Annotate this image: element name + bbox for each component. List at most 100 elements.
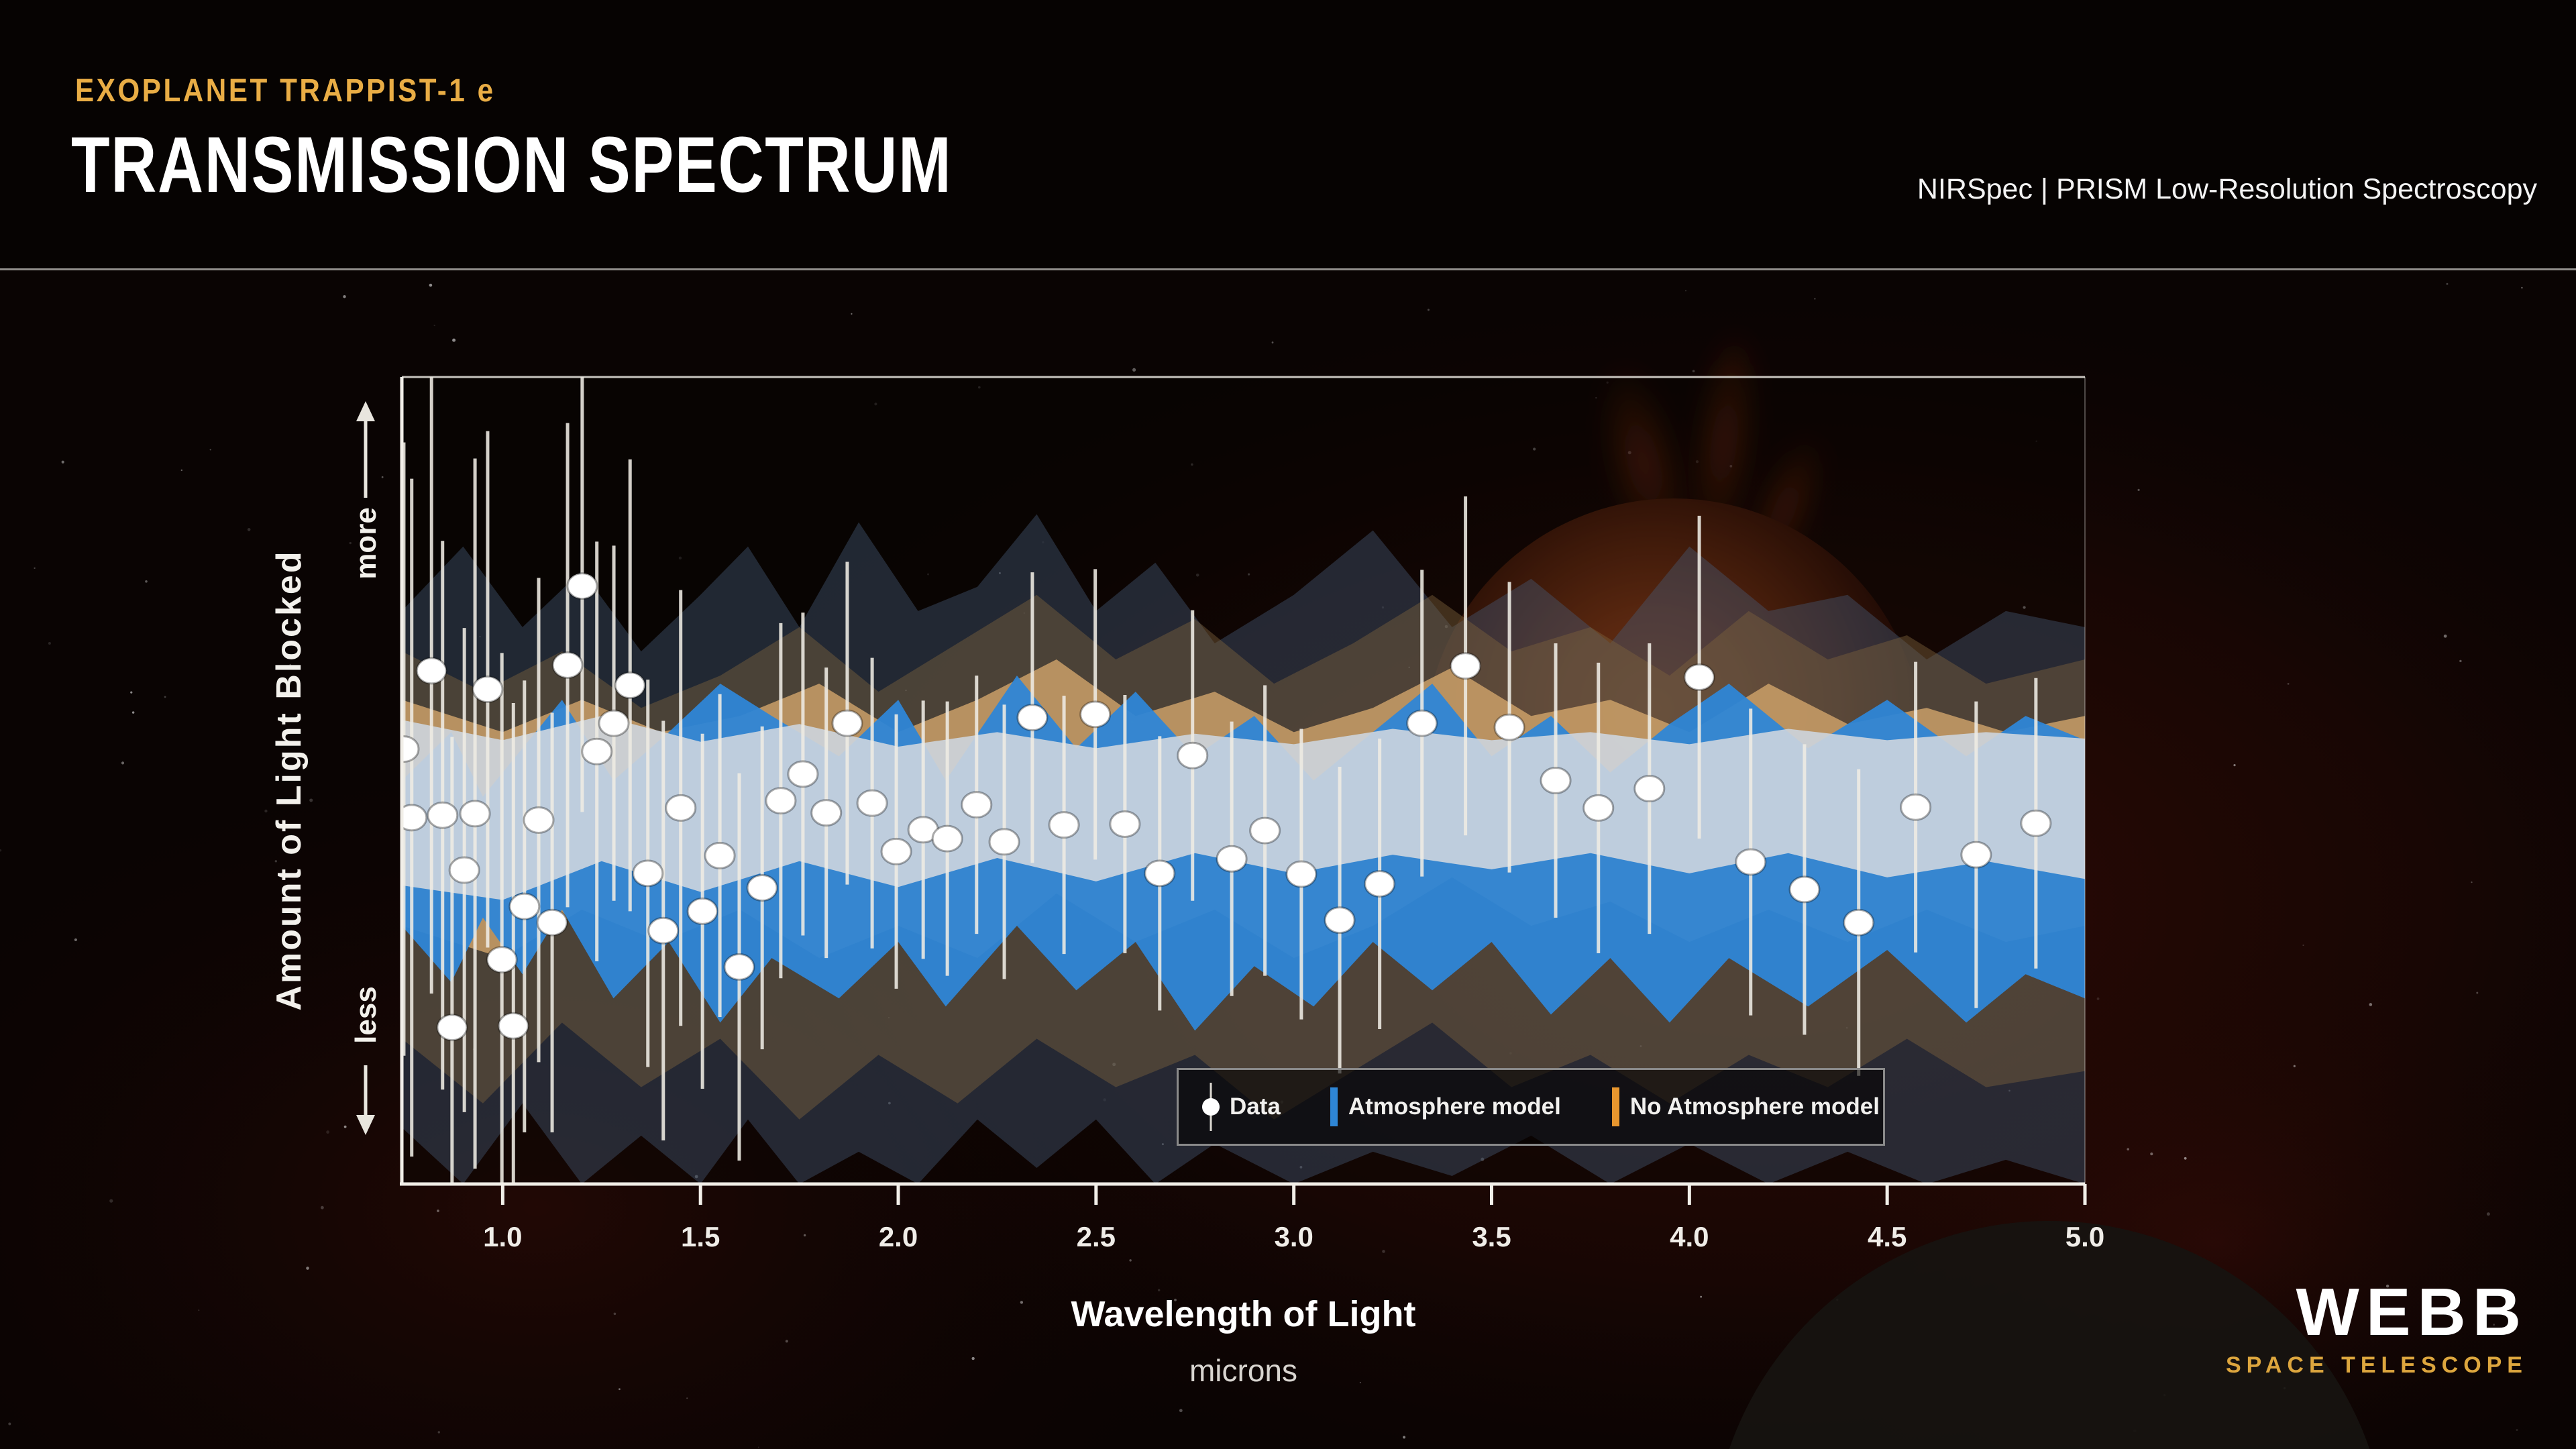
- data-point: [1048, 811, 1080, 839]
- star-dot: [1023, 612, 1025, 614]
- x-axis-ticks: 1.0 1.5 2.0 2.5 3.0 3.5 4.0 4.5 5.0: [483, 1184, 2104, 1252]
- y-axis-annotation: Amount of Light Blocked more less: [270, 401, 382, 1135]
- y-axis-title: Amount of Light Blocked: [270, 549, 309, 1010]
- star-dot: [2096, 997, 2100, 1000]
- star-dot: [2127, 1148, 2130, 1150]
- page-title: TRANSMISSION SPECTRUM: [71, 121, 953, 209]
- data-point: [831, 709, 863, 737]
- x-tick-label: 3.5: [1472, 1221, 1511, 1252]
- star-dot: [1444, 625, 1448, 629]
- data-point: [1324, 906, 1356, 934]
- star-dot: [971, 1356, 975, 1360]
- data-point: [427, 801, 459, 829]
- data-point: [1144, 859, 1176, 888]
- x-tick-label: 5.0: [2065, 1221, 2104, 1252]
- x-axis-title: Wavelength of Light: [1071, 1294, 1416, 1334]
- star-dot: [874, 402, 877, 406]
- x-axis-unit: microns: [1189, 1353, 1298, 1388]
- star-dot: [1132, 368, 1136, 372]
- header-divider: [0, 268, 2576, 270]
- star-dot: [1299, 1165, 1303, 1169]
- data-point: [523, 806, 555, 834]
- data-point: [1960, 841, 1992, 869]
- star-dot: [343, 1125, 347, 1128]
- star-dot: [613, 1312, 616, 1316]
- star-dot: [2446, 282, 2449, 285]
- star-dot: [1845, 1026, 1848, 1029]
- data-point: [402, 804, 428, 832]
- data-point: [1109, 810, 1141, 838]
- data-point: [1079, 700, 1112, 729]
- star-dot: [2035, 440, 2038, 443]
- x-tick-label: 4.0: [1670, 1221, 1709, 1252]
- data-point: [486, 946, 518, 974]
- data-point: [415, 657, 447, 685]
- star-dot: [34, 567, 36, 570]
- data-point: [614, 672, 646, 700]
- star-dot: [978, 386, 981, 389]
- star-dot: [2293, 1065, 2296, 1067]
- star-dot: [247, 528, 251, 531]
- star-dot: [309, 798, 313, 802]
- webb-logo: WEBB SPACE TELESCOPE: [2226, 1279, 2528, 1379]
- star-dot: [437, 1210, 439, 1212]
- data-point: [1633, 775, 1666, 803]
- x-tick-label: 4.5: [1868, 1221, 1907, 1252]
- star-dot: [8, 1422, 11, 1426]
- star-dot: [2184, 1157, 2187, 1160]
- data-point: [647, 916, 680, 945]
- data-points: [402, 377, 2052, 1184]
- more-arrow-icon: [356, 401, 375, 498]
- star-dot: [1247, 573, 1250, 576]
- star-dot: [1700, 1295, 1703, 1298]
- star-dot: [2287, 683, 2290, 685]
- star-dot: [2516, 1429, 2518, 1431]
- star-dot: [1195, 574, 1199, 577]
- no-atmosphere-swatch: [1611, 1087, 1619, 1126]
- data-point: [1216, 845, 1248, 873]
- star-dot: [1112, 1063, 1116, 1067]
- star-dot: [619, 1388, 621, 1391]
- data-point: [1364, 869, 1396, 898]
- star-dot: [888, 1016, 890, 1019]
- star-dot: [479, 636, 481, 638]
- data-point: [723, 953, 755, 981]
- star-dot: [48, 642, 51, 645]
- star-dot: [109, 1199, 113, 1203]
- data-point: [402, 735, 420, 763]
- data-point: [765, 787, 797, 815]
- model-bands: [402, 514, 2085, 1184]
- data-point: [810, 799, 843, 827]
- data-point: [1249, 816, 1281, 845]
- data-point: [988, 828, 1020, 856]
- star-dot: [289, 663, 291, 666]
- data-point: [1493, 713, 1525, 741]
- data-point-icon: [1202, 1083, 1220, 1131]
- data-point: [1016, 704, 1049, 732]
- star-dot: [1427, 309, 1430, 311]
- star-dot: [274, 860, 278, 863]
- star-dot: [998, 572, 1001, 574]
- star-dot: [2459, 659, 2462, 663]
- data-point: [632, 859, 664, 888]
- data-point: [1450, 652, 1482, 680]
- data-point: [1285, 860, 1318, 888]
- star-dot: [121, 761, 125, 765]
- star-dot: [1509, 1052, 1512, 1055]
- exoplanet-eyebrow: EXOPLANET TRAPPIST-1 e: [75, 73, 496, 109]
- star-dot: [1359, 1381, 1361, 1384]
- star-dot: [1684, 290, 1686, 292]
- data-point: [1683, 663, 1715, 692]
- star-dot: [1481, 1157, 1485, 1161]
- star-dot: [1595, 396, 1597, 399]
- star-dot: [1157, 1289, 1161, 1291]
- instrument-subtitle: NIRSpec | PRISM Low-Resolution Spectrosc…: [1917, 173, 2537, 205]
- star-dot: [2233, 764, 2236, 767]
- star-dot: [2521, 286, 2523, 289]
- star-dot: [785, 1340, 788, 1343]
- star-dot: [1382, 1250, 1385, 1253]
- star-dot: [927, 573, 929, 576]
- star-dot: [74, 938, 77, 942]
- legend-no-atmosphere-label: No Atmosphere model: [1629, 1093, 1880, 1120]
